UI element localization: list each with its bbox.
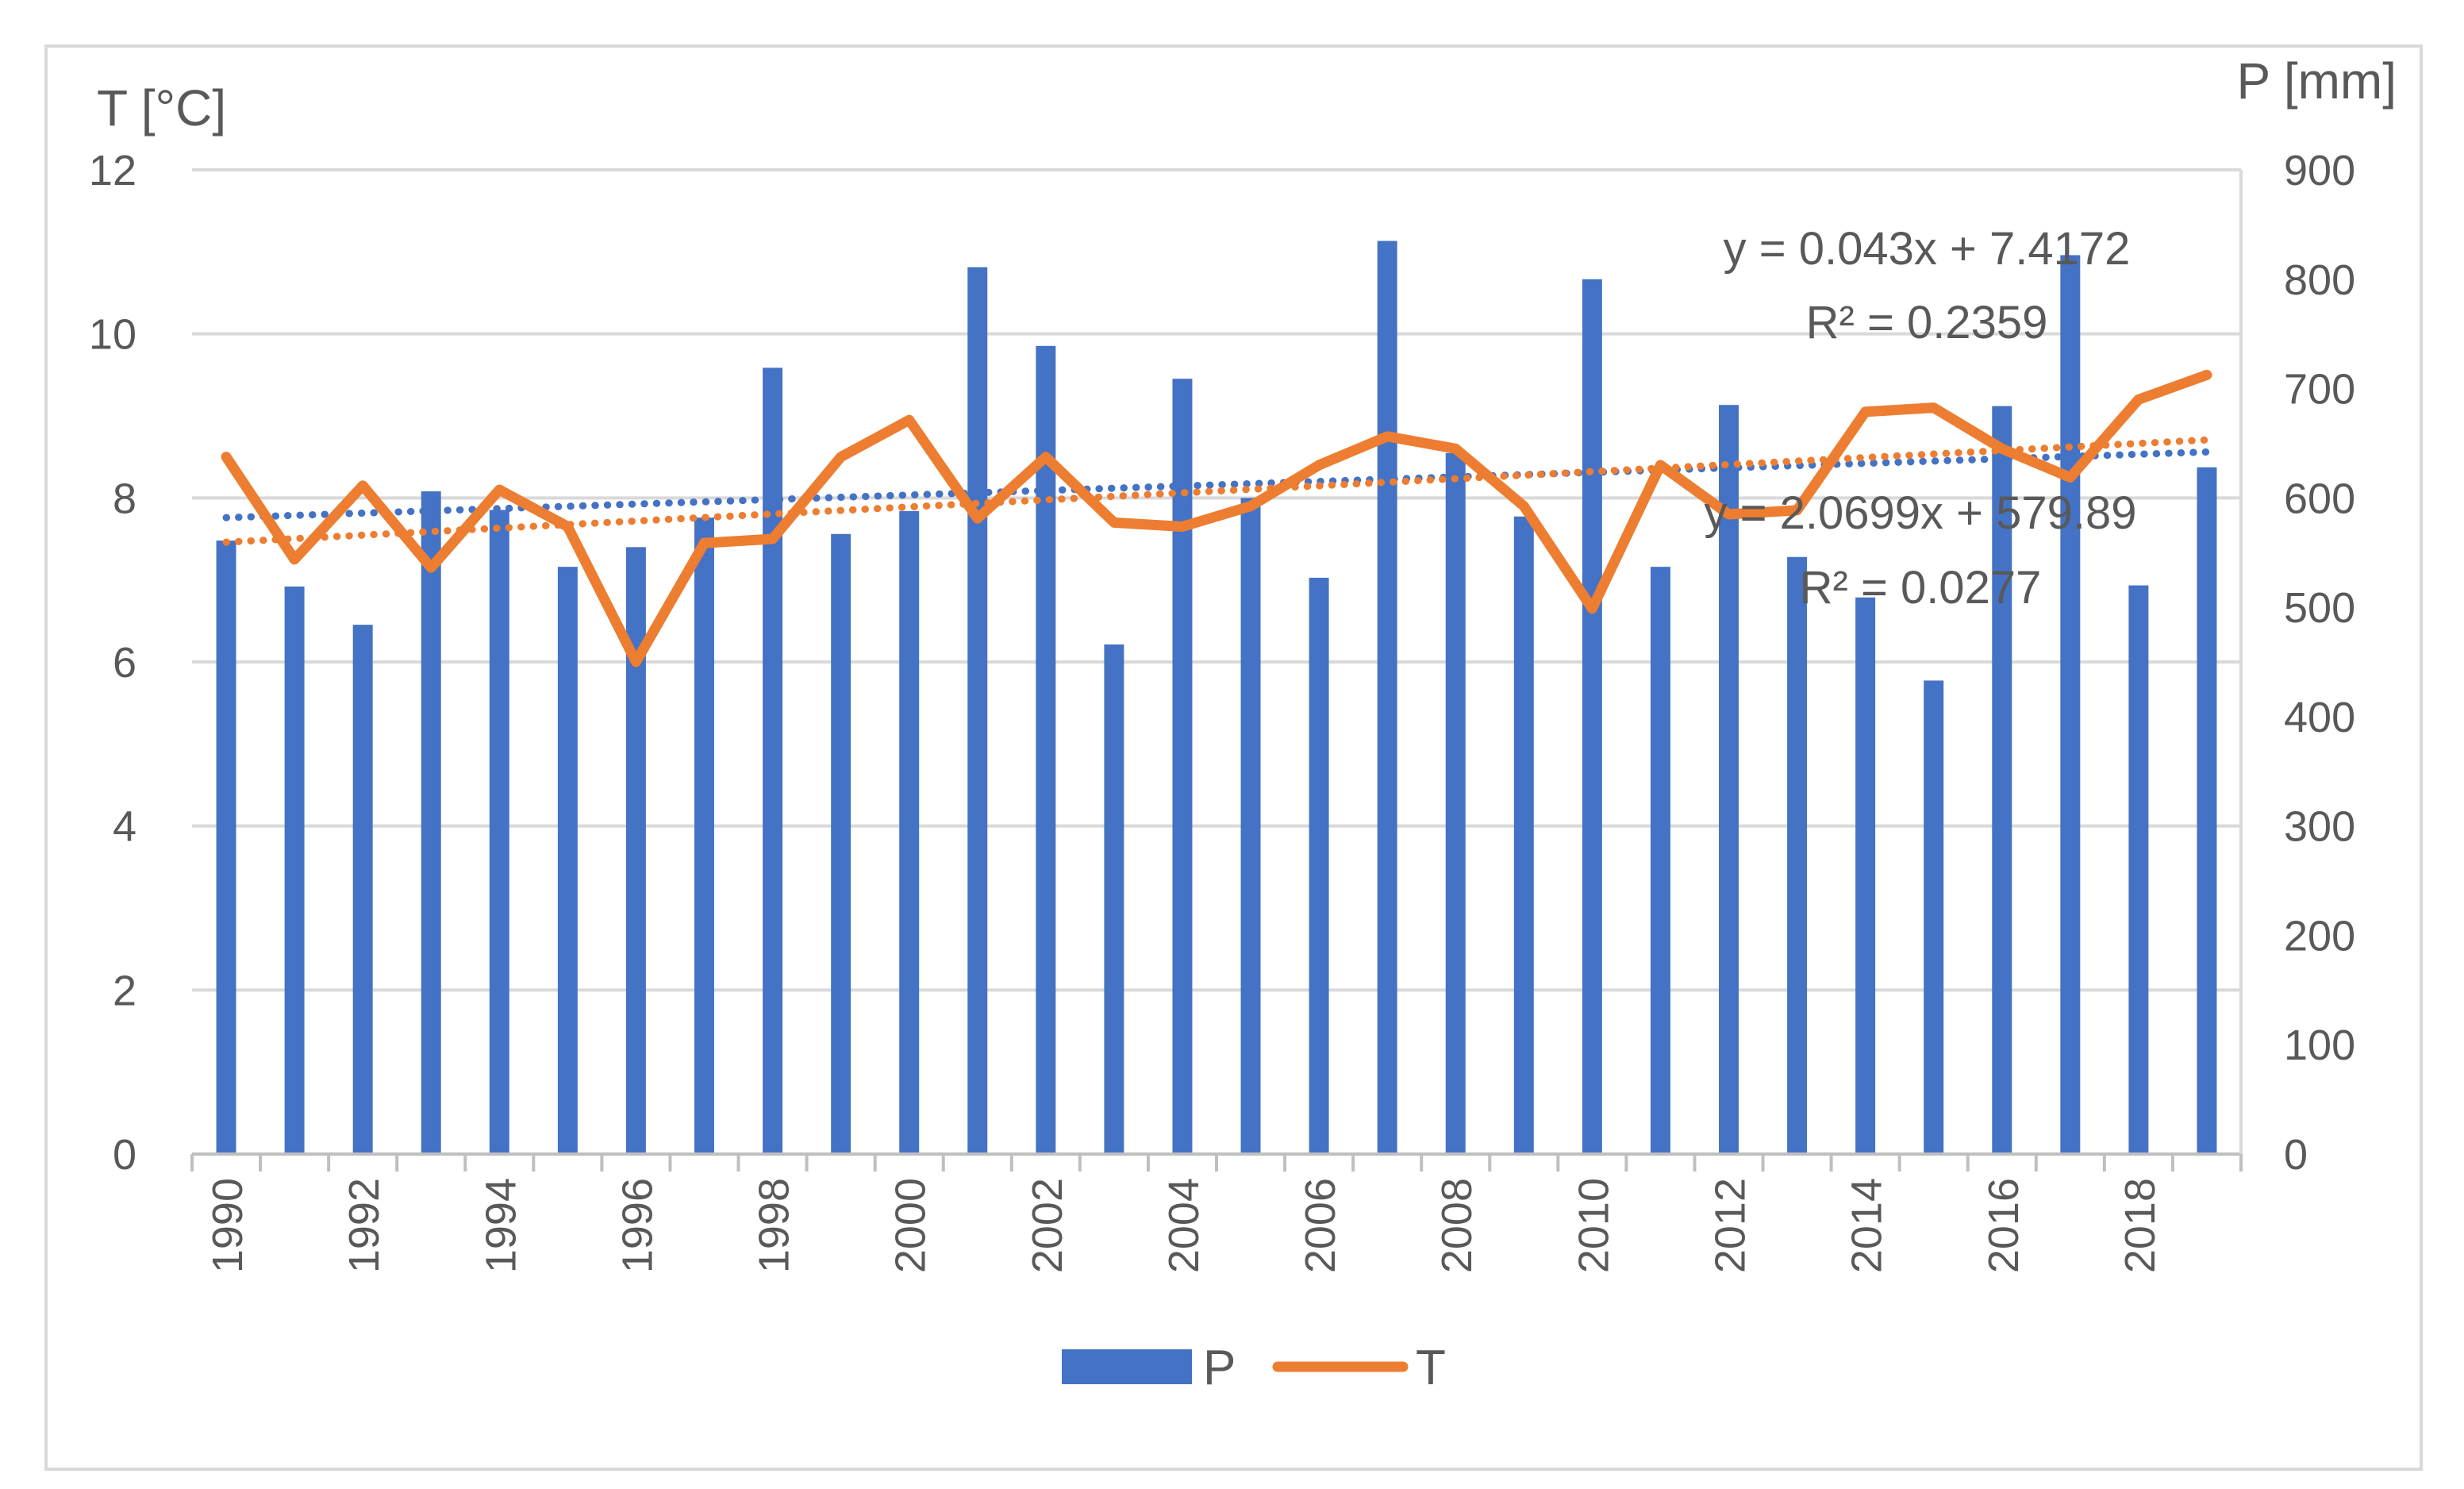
bar-p [1377, 240, 1397, 1154]
legend-label-t: T [1416, 1341, 1446, 1395]
trendline-r2-p: R² = 0.0277 [1800, 562, 2042, 614]
x-tick-label: 1996 [613, 1178, 661, 1273]
bar-p [2128, 585, 2149, 1154]
x-tick-label: 2014 [1843, 1178, 1891, 1273]
bar-p [831, 533, 851, 1154]
bar-p [1309, 577, 1329, 1154]
x-tick-label: 2004 [1160, 1178, 1208, 1273]
right-tick-label: 800 [2284, 256, 2355, 304]
legend-label-p: P [1203, 1341, 1236, 1395]
trendline-equation-t: y = 0.043x + 7.4172 [1724, 223, 2131, 275]
x-tick-label: 2006 [1297, 1178, 1344, 1273]
bar-p [489, 510, 509, 1154]
bar-p [352, 625, 373, 1154]
x-tick-label: 2018 [2116, 1178, 2164, 1273]
right-tick-label: 600 [2284, 475, 2355, 522]
bar-p [421, 491, 441, 1154]
bar-p [1855, 597, 1876, 1154]
bar-p [1172, 379, 1193, 1155]
x-tick-label: 2012 [1707, 1178, 1755, 1273]
bar-p [1787, 556, 1808, 1154]
x-tick-label: 2010 [1570, 1178, 1617, 1273]
right-tick-label: 200 [2284, 912, 2355, 960]
left-tick-label: 6 [113, 639, 136, 687]
bar-p [284, 586, 305, 1154]
trendline-equation-p: y = 2.0699x + 579.89 [1705, 487, 2137, 539]
bar-p [1650, 567, 1670, 1154]
x-tick-label: 1998 [751, 1178, 798, 1273]
left-tick-label: 10 [89, 311, 136, 359]
x-tick-label: 1994 [477, 1178, 525, 1273]
bar-p [557, 567, 578, 1154]
x-tick-label: 1990 [204, 1178, 252, 1273]
bar-p [1513, 516, 1534, 1154]
x-tick-label: 2016 [1980, 1178, 2028, 1273]
x-tick-label: 2008 [1433, 1178, 1481, 1273]
bar-p [763, 367, 783, 1154]
left-tick-label: 0 [113, 1131, 136, 1179]
left-tick-label: 2 [113, 967, 136, 1014]
bar-p [899, 510, 920, 1154]
left-tick-label: 8 [113, 475, 136, 522]
bar-p [1924, 680, 1944, 1154]
trendline-r2-t: R² = 0.2359 [1806, 297, 2048, 348]
right-tick-label: 100 [2284, 1022, 2355, 1069]
x-tick-label: 2000 [887, 1178, 935, 1273]
bar-p [1992, 406, 2012, 1155]
right-tick-label: 300 [2284, 803, 2355, 851]
right-tick-label: 700 [2284, 366, 2355, 414]
left-axis-title: T [°C] [97, 79, 226, 137]
bar-p [967, 267, 988, 1155]
bar-p [1719, 405, 1739, 1154]
bar-p [694, 517, 714, 1154]
chart-border [44, 44, 2423, 1471]
right-tick-label: 400 [2284, 694, 2355, 741]
right-tick-label: 0 [2284, 1131, 2308, 1179]
right-tick-label: 500 [2284, 584, 2355, 632]
trendline-p [222, 448, 2211, 521]
bar-p [1582, 279, 1602, 1154]
left-tick-label: 4 [113, 803, 136, 851]
line-t [221, 369, 2212, 668]
x-tick-label: 2002 [1024, 1178, 1071, 1273]
bar-p [1445, 452, 1466, 1154]
left-tick-label: 12 [89, 147, 136, 194]
bar-p [1104, 644, 1124, 1154]
right-axis-title: P [mm] [2237, 52, 2397, 110]
legend-swatch-p [1062, 1349, 1192, 1384]
x-tick-label: 1992 [340, 1178, 388, 1273]
bar-p [2060, 255, 2081, 1154]
bar-p [1036, 345, 1056, 1154]
bar-p [1240, 498, 1261, 1154]
right-tick-label: 900 [2284, 147, 2355, 194]
bar-p [216, 541, 236, 1154]
bar-p [2197, 467, 2217, 1154]
